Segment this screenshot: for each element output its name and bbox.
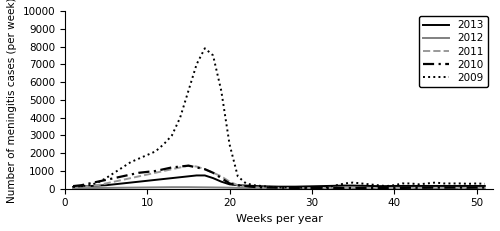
2011 [202,168,208,171]
2012 [383,187,389,190]
2009 [70,186,76,188]
Line: 2012: 2012 [73,187,485,188]
2009 [309,186,315,189]
2010 [202,168,208,171]
2010 [482,186,488,189]
2012 [169,186,175,188]
2013 [474,185,480,187]
2012 [482,187,488,190]
2013 [350,184,356,187]
Y-axis label: Number of meningitis cases (per week): Number of meningitis cases (per week) [7,0,17,203]
2013 [70,186,76,188]
2012 [276,187,282,190]
2009 [474,182,480,185]
2013 [194,174,200,177]
2011 [358,187,364,190]
2009 [210,54,216,57]
2009 [482,182,488,185]
Line: 2010: 2010 [73,166,485,188]
2011 [309,187,315,190]
Legend: 2013, 2012, 2011, 2010, 2009: 2013, 2012, 2011, 2010, 2009 [419,16,488,87]
2010 [70,185,76,188]
2013 [482,185,488,187]
2012 [202,186,208,189]
2010 [383,187,389,189]
Line: 2013: 2013 [73,175,485,187]
2009 [358,182,364,185]
2012 [160,186,166,189]
2012 [474,187,480,190]
2011 [186,164,192,167]
2010 [474,186,480,189]
2011 [474,187,480,190]
2012 [210,186,216,189]
2011 [383,187,389,190]
2011 [482,187,488,190]
2010 [358,187,364,189]
2011 [210,171,216,174]
2011 [70,186,76,189]
2012 [70,187,76,190]
2010 [160,168,166,171]
2009 [194,63,200,66]
2013 [210,177,216,179]
X-axis label: Weeks per year: Weeks per year [236,214,322,224]
2013 [160,178,166,180]
2010 [309,187,315,189]
2013 [375,185,381,188]
Line: 2009: 2009 [73,48,485,188]
2009 [160,143,166,146]
Line: 2011: 2011 [73,166,485,188]
2010 [186,164,192,167]
2011 [160,170,166,172]
2010 [210,171,216,174]
2009 [202,47,208,50]
2009 [383,185,389,188]
2012 [358,187,364,190]
2013 [202,174,208,177]
